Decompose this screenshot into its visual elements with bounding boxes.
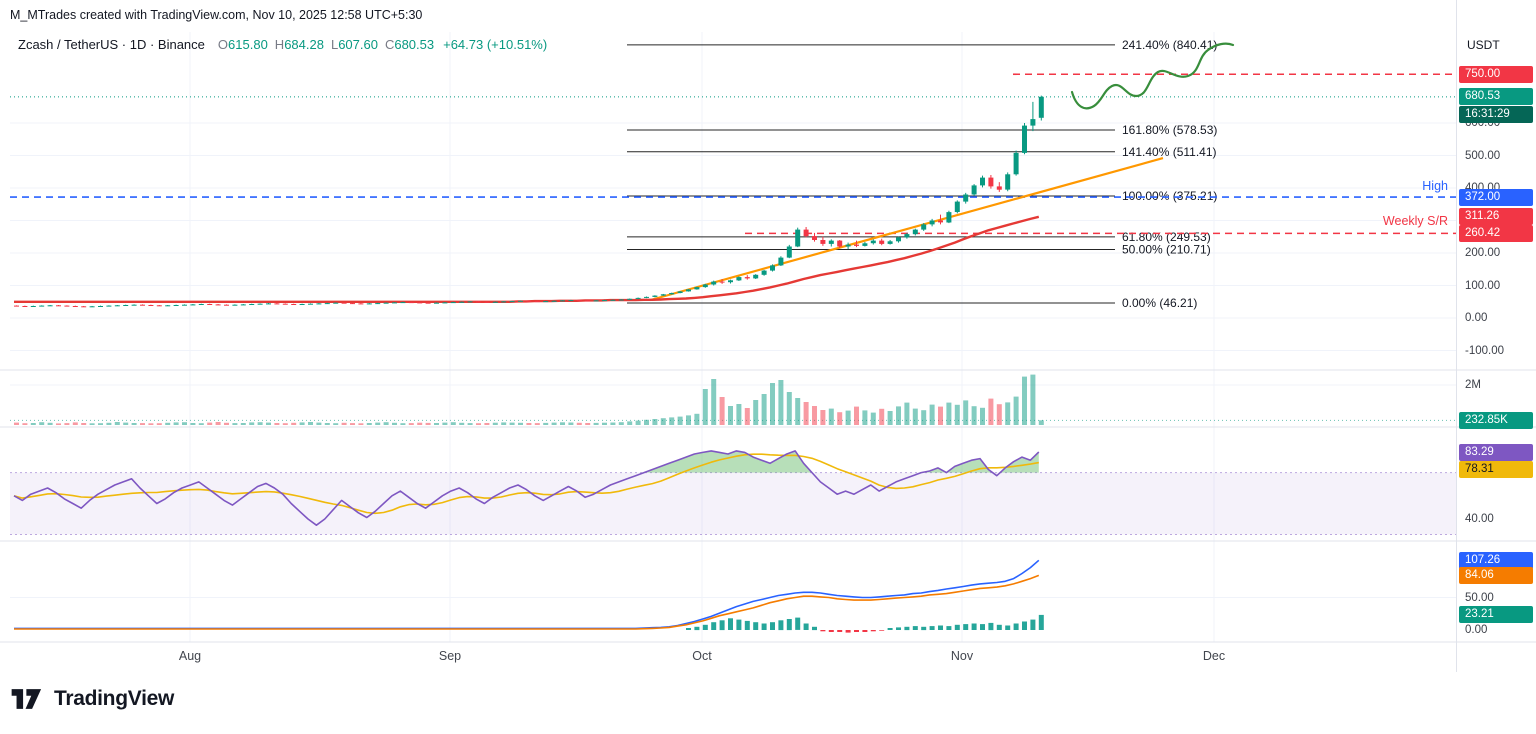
legend-change: +64.73 (+10.51%) [443,37,548,52]
badge-countdown: 16:31:29 [1459,106,1533,124]
time-axis-label-sep: Sep [438,649,462,663]
scale-currency-label: USDT [1467,38,1500,52]
time-axis-label-aug: Aug [178,649,202,663]
badge-last-price: 680.53 [1459,88,1533,106]
price-scale-label: 40.00 [1465,513,1494,525]
price-scale-label: 500.00 [1465,149,1501,162]
price-scale-label: 2M [1465,379,1481,391]
time-axis-label-dec: Dec [1202,649,1226,663]
tradingview-logo-text: TradingView [54,687,175,710]
attribution-text: M_MTrades created with TradingView.com, … [10,8,423,22]
tradingview-logo[interactable]: TradingView [10,686,174,712]
legend-open: O615.80 [217,37,268,52]
price-scale-label: 0.00 [1465,624,1488,636]
svg-text:141.40% (511.41): 141.40% (511.41) [1122,145,1217,159]
price-scale-label: 200.00 [1465,247,1501,259]
legend-close: C680.53 [384,37,435,52]
symbol-title[interactable]: Zcash / TetherUS · 1D · Binance [18,37,205,52]
high-line-label: High [1422,179,1448,193]
badge-high-line: 372.00 [1459,188,1533,206]
time-axis-label-oct: Oct [692,649,712,663]
badge-adx-hist: 23.21 [1459,606,1533,624]
svg-text:50.00% (210.71): 50.00% (210.71) [1122,243,1211,257]
badge-volume: 232.85K [1459,411,1533,429]
badge-rsi-ma: 78.31 [1459,460,1533,478]
price-scale-label: 50.00 [1465,591,1494,604]
badge-rsi: 83.29 [1459,443,1533,461]
price-scale-label: 100.00 [1465,279,1501,292]
time-axis[interactable]: Aug Sep Oct Nov Dec [0,643,1456,673]
legend-high: H684.28 [274,37,324,52]
badge-resistance-750: 750.00 [1459,65,1533,83]
svg-text:161.80% (578.53): 161.80% (578.53) [1122,123,1217,137]
svg-text:0.00% (46.21): 0.00% (46.21) [1122,296,1197,310]
price-scale-label: -100.00 [1465,344,1505,357]
legend-low: L607.60 [330,37,378,52]
badge-dmi-minus: 84.06 [1459,566,1533,584]
tradingview-logo-icon [11,689,42,709]
price-scale[interactable]: USDT 600.00500.00400.00200.00100.000.00-… [1456,0,1536,672]
svg-text:100.00% (375.21): 100.00% (375.21) [1122,189,1217,203]
time-axis-label-nov: Nov [950,649,974,663]
badge-red-ma: 311.26 [1459,208,1533,226]
weekly-sr-label: Weekly S/R [1382,214,1448,228]
price-scale-label: 0.00 [1465,312,1488,324]
chart-legend[interactable]: Zcash / TetherUS · 1D · Binance O615.80 … [18,37,547,52]
badge-weekly-sr: 260.42 [1459,224,1533,242]
svg-text:241.40% (840.41): 241.40% (840.41) [1122,38,1217,52]
badge-dmi-plus: 107.26 [1459,551,1533,569]
